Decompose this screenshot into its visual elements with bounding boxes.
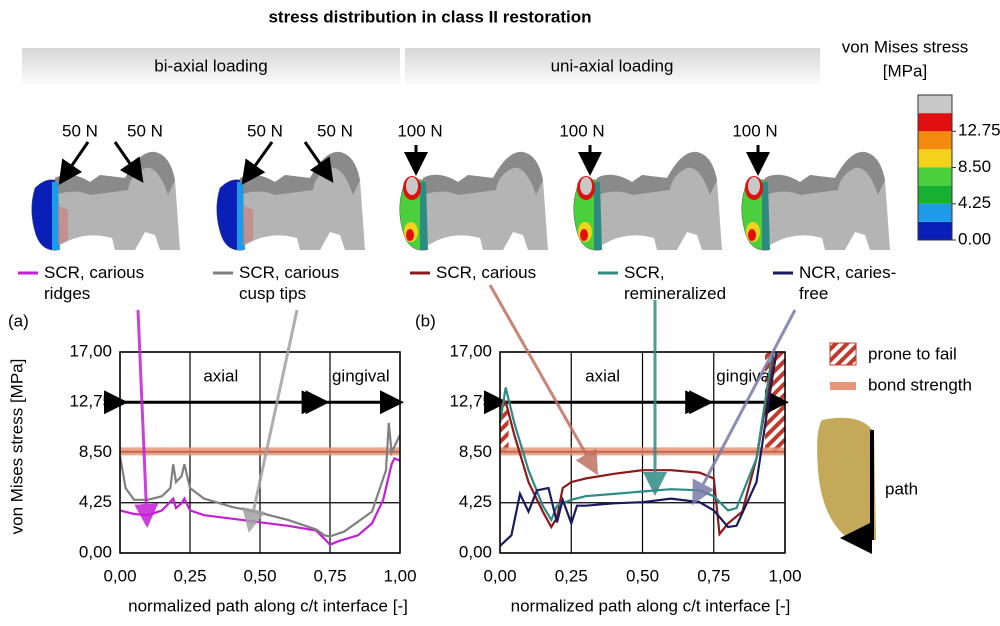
y-tick-label: 8,50 [459,442,492,461]
stress-spot [748,177,760,195]
figure: stress distribution in class II restorat… [0,0,1000,626]
colorbar-band [918,222,952,240]
colorbar-band [918,95,952,113]
region-label: gingival [332,367,390,386]
force-arrow [245,142,272,180]
force-label: 50 N [317,121,353,140]
y-tick-label: 17,00 [449,341,492,360]
stress-spot [580,177,592,195]
caries [58,205,68,245]
y-tick-label: 12,75 [449,392,492,411]
force-label: 50 N [247,121,283,140]
tooth [217,152,365,250]
legend-label: bond strength [868,375,972,394]
colorbar-band [918,131,952,149]
colorbar-band [918,186,952,204]
x-tick-label: 0,25 [173,566,206,585]
x-tick-label: 1,00 [383,566,416,585]
legend-label: SCR, carious [436,262,606,283]
y-tick-label: 12,75 [69,392,112,411]
y-tick-label: 0,00 [79,542,112,561]
force-label: 100 N [559,121,604,140]
force-label: 100 N [732,121,777,140]
colorbar-tick-label: 0.00 [958,229,991,248]
x-tick-label: 0,25 [555,566,588,585]
tooth [400,145,548,250]
y-tick-label: 8,50 [79,442,112,461]
y-tick-label: 0,00 [459,542,492,561]
stress-spot [748,229,756,241]
x-tick-label: 0,75 [697,566,730,585]
y-tick-label: 4,25 [459,492,492,511]
colorbar-tick-label: 8.50 [958,157,991,176]
x-tick-label: 0,50 [626,566,659,585]
legend-label: SCR, carious ridges [44,262,164,304]
caries [243,205,253,245]
figure-canvas: stress distribution in class II restorat… [0,0,1000,626]
y-axis-label: von Mises stress [MPa] [7,359,26,535]
banner-label: uni-axial loading [551,56,674,75]
force-label: 50 N [127,121,163,140]
force-arrow [62,142,88,180]
x-tick-label: 1,00 [768,566,801,585]
tooth [742,145,890,250]
colorbar-band [918,168,952,186]
force-arrow [115,142,140,178]
force-label: 50 N [62,121,98,140]
legend-label: SCR, remineralized [624,262,764,304]
colorbar-tick-label: 12.75 [958,121,1000,140]
region-label: axial [585,367,620,386]
x-tick-label: 0,00 [483,566,516,585]
x-axis-label: normalized path along c/t interface [-] [128,596,408,615]
x-tick-label: 0,50 [243,566,276,585]
stress-spot [406,177,418,195]
x-tick-label: 0,75 [313,566,346,585]
path-icon [817,418,876,540]
x-axis-label: normalized path along c/t interface [-] [511,596,791,615]
banner-label: bi-axial loading [154,56,267,75]
tooth-models [32,145,890,250]
legend-label: SCR, carious cusp tips [239,262,374,304]
colorbar-band [918,113,952,131]
tooth [32,152,180,250]
panel-label: (b) [415,311,436,330]
colorbar-tick-label: 4.25 [958,193,991,212]
stress-spot [580,229,588,241]
force-label: 100 N [397,121,442,140]
title: stress distribution in class II restorat… [268,7,591,26]
region-label: axial [203,367,238,386]
tooth [574,145,722,250]
colorbar-band [918,204,952,222]
stress-spot [406,229,414,241]
x-tick-label: 0,00 [103,566,136,585]
colorbar-title: von Mises stress [842,37,969,56]
colorbar-band [918,149,952,167]
path-label: path [885,479,918,498]
legend-hatch [830,343,856,365]
legend-label: NCR, caries-free [799,262,919,304]
y-tick-label: 4,25 [79,492,112,511]
y-tick-label: 17,00 [69,341,112,360]
legend-label: prone to fail [868,344,957,363]
panel-label: (a) [8,311,29,330]
colorbar-title: [MPa] [883,61,927,80]
